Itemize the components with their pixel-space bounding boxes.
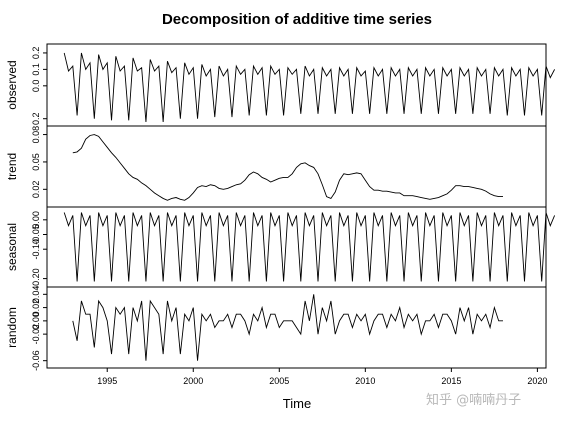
series-line-seasonal xyxy=(63,212,556,282)
y-tick-label-random: 0.02 xyxy=(31,299,41,317)
x-tick-label: 2010 xyxy=(355,376,375,386)
chart-title: Decomposition of additive time series xyxy=(162,11,432,28)
y-axis-label-seasonal: seasonal xyxy=(5,223,19,271)
y-tick-label-trend: 0.08 xyxy=(31,126,41,144)
panel-observed: 0.2 0.1 0.0 0.2 observed xyxy=(5,43,555,127)
y-tick-label-seasonal: 0.00 xyxy=(31,211,41,229)
y-tick-label-trend: 0.05 xyxy=(31,153,41,171)
y-tick-label-observed: 0.0 xyxy=(31,80,41,93)
x-tick-label: 2015 xyxy=(441,376,461,386)
panel-random: 0.040.020.00-0.02 -0.06 random xyxy=(5,286,547,371)
y-axis-label-trend: trend xyxy=(5,153,19,180)
panel-frame-random xyxy=(46,286,547,369)
panel-trend: 0.08 0.05 0.02 trend xyxy=(5,125,547,208)
series-line-trend xyxy=(72,134,503,201)
series-line-observed xyxy=(63,52,555,123)
y-tick-label-trend: 0.02 xyxy=(31,181,41,199)
y-tick-label-seasonal: -0.10 xyxy=(31,239,41,260)
chart-panels: 0.20.10.00.2observed0.080.050.02trend0.0… xyxy=(5,43,556,386)
y-tick-label-random: -0.02 xyxy=(31,324,41,345)
y-tick-label-random: 0.00 xyxy=(31,312,41,330)
y-tick-label-observed: 0.2 xyxy=(31,112,41,125)
y-tick-label-seasonal: -0.05 xyxy=(31,224,41,245)
x-tick-label: 2000 xyxy=(183,376,203,386)
x-tick-label: 2020 xyxy=(527,376,547,386)
series-line-random xyxy=(72,294,503,361)
y-tick-label-observed: 0.1 xyxy=(31,63,41,76)
x-axis-label: Time xyxy=(283,396,311,411)
y-axis-label-random: random xyxy=(5,307,19,348)
panel-frame-observed xyxy=(46,43,547,127)
y-tick-label-seasonal: -0.20 xyxy=(31,268,41,289)
y-tick-label-random: 0.04 xyxy=(31,286,41,304)
y-axis-label-observed: observed xyxy=(5,60,19,109)
x-tick-label: 1995 xyxy=(97,376,117,386)
x-tick-label: 2005 xyxy=(269,376,289,386)
watermark: 知乎 @喃喃丹子 xyxy=(426,392,521,408)
y-tick-label-random: -0.06 xyxy=(31,350,41,371)
panel-seasonal: 0.00-0.05-0.10 -0.20 seasonal xyxy=(5,206,556,289)
y-tick-label-observed: 0.2 xyxy=(31,47,41,60)
panel-frame-trend xyxy=(46,125,547,208)
